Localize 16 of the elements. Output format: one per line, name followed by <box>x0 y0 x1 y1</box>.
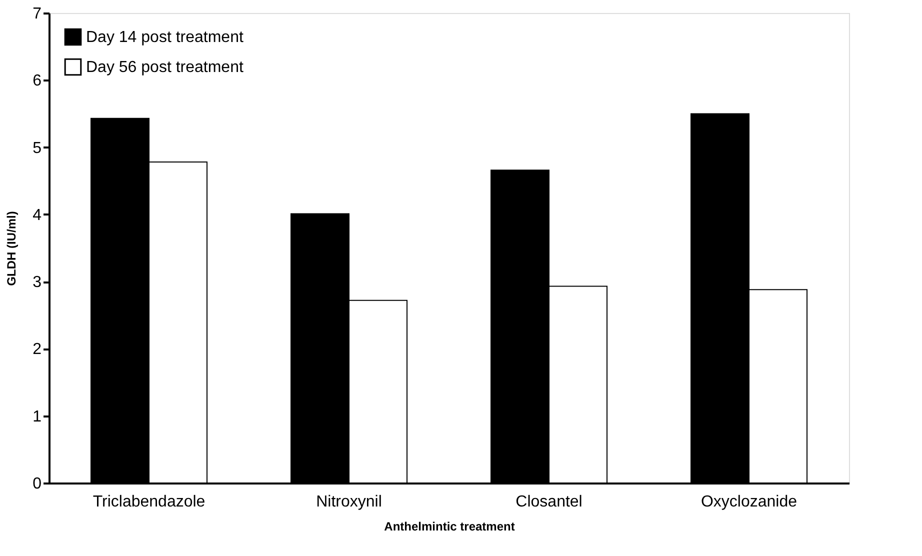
y-tick-label: 0 <box>32 476 42 492</box>
y-tick-label: 6 <box>32 72 42 90</box>
y-tick-label: 2 <box>32 341 42 358</box>
x-tick-label: Oxyclozanide <box>700 494 798 510</box>
legend-label: Day 56 post treatment <box>86 59 244 76</box>
x-tick-label: Closantel <box>516 494 582 510</box>
y-tick-label: 7 <box>32 6 42 22</box>
x-tick-label: Triclabendazole <box>92 494 206 510</box>
y-axis-title: GLDH (IU/ml) <box>4 211 19 286</box>
y-tick-label: 4 <box>32 206 42 224</box>
y-tick-label: 1 <box>32 408 42 426</box>
y-tick-label: 5 <box>32 140 42 157</box>
x-tick-label: Nitroxynil <box>316 494 382 510</box>
y-tick-label: 3 <box>32 274 42 292</box>
legend-label: Day 14 post treatment <box>86 29 244 46</box>
x-axis-title: Anthelmintic treatment <box>384 520 515 534</box>
